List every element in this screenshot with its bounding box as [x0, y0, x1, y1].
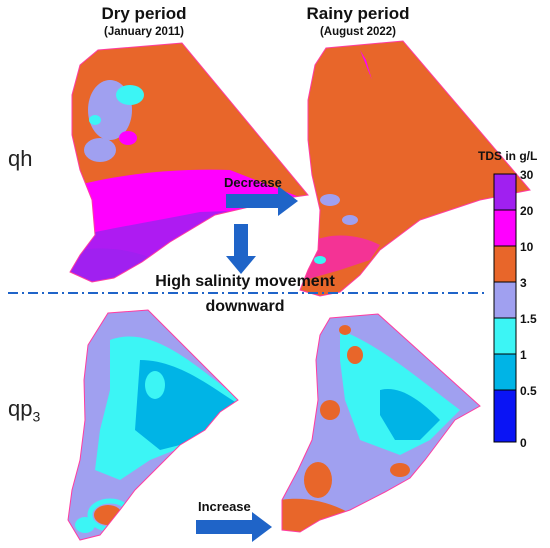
legend-tick-1: 1 [520, 348, 527, 362]
outline-qp3-dry [67, 309, 239, 541]
legend-tick-10: 10 [520, 240, 534, 254]
increase-label: Increase [198, 499, 251, 514]
outline-qp3-rainy [281, 313, 481, 533]
downward-arrow [226, 224, 256, 274]
row-label-qp3-subscript: 3 [32, 408, 41, 425]
legend-tick-1-5: 1.5 [520, 312, 537, 326]
rainy-period-title: Rainy period [306, 4, 410, 23]
map-qh-dry [70, 43, 308, 282]
dry-period-title: Dry period [101, 4, 187, 23]
legend-tick-30: 30 [520, 168, 534, 182]
dry-period-subtitle: (January 2011) [104, 26, 184, 38]
legend-tick-20: 20 [520, 204, 534, 218]
salinity-message-line2: downward [205, 298, 285, 315]
map-qp3-rainy [282, 314, 480, 532]
salinity-message-line1: High salinity movement [155, 273, 335, 290]
row-label-qh: qh [8, 146, 33, 171]
row-label-qp3: qp3 [8, 396, 40, 424]
increase-arrow [196, 512, 272, 542]
legend-tick-0: 0 [520, 436, 527, 450]
legend-tick-0-5: 0.5 [520, 384, 537, 398]
legend-tick-3: 3 [520, 276, 527, 290]
rainy-period-subtitle: (August 2022) [319, 26, 397, 38]
decrease-label: Decrease [224, 175, 282, 190]
row-label-qp3-base: qp [8, 396, 33, 421]
legend-title: TDS in g/L [478, 149, 538, 163]
tds-legend-bar [493, 173, 517, 443]
decrease-arrow [226, 186, 298, 216]
